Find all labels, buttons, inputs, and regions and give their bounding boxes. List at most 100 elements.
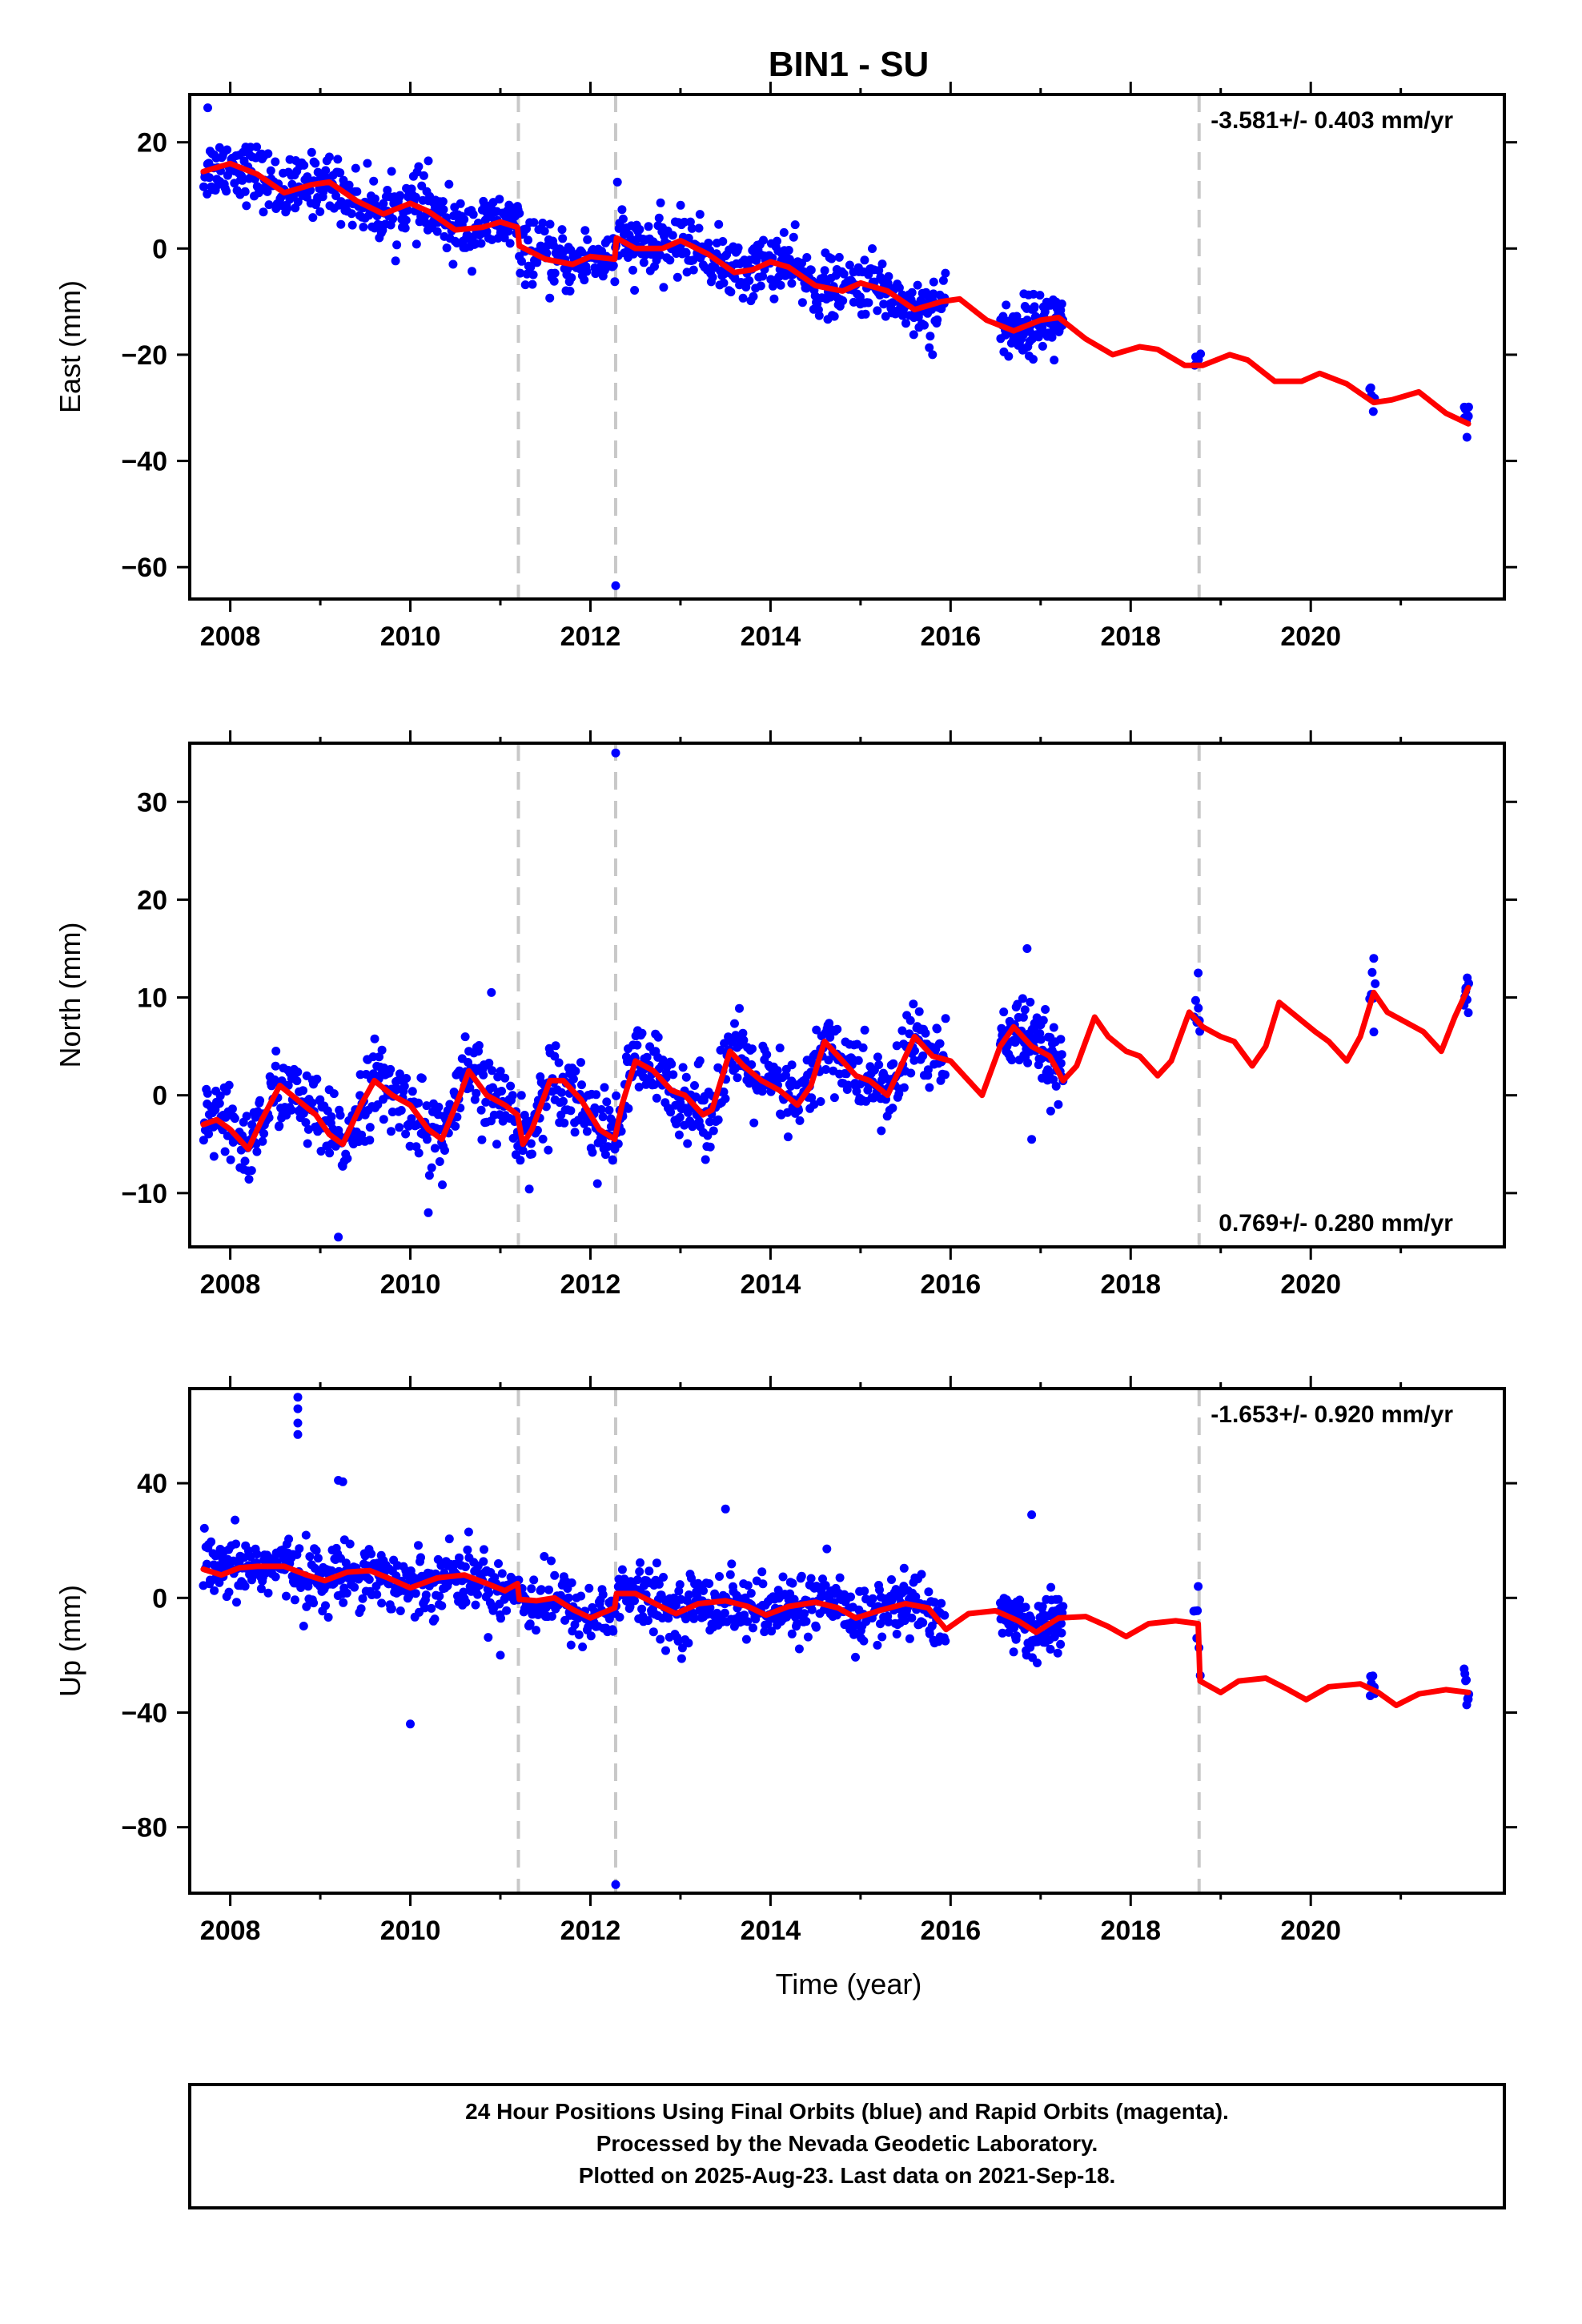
observation-point — [644, 1616, 652, 1626]
observation-point — [244, 1175, 254, 1184]
observation-point — [708, 272, 717, 282]
observation-point — [515, 208, 524, 218]
observation-point — [929, 277, 938, 287]
outlier-point — [496, 1651, 505, 1660]
observation-point — [787, 279, 797, 288]
observation-point — [814, 311, 824, 320]
observation-point — [516, 1156, 525, 1165]
observation-point — [224, 1587, 234, 1597]
observation-point — [574, 1630, 584, 1639]
observation-point — [899, 1563, 909, 1573]
observation-point — [1464, 1008, 1473, 1018]
panel-frame — [188, 93, 1506, 601]
rate-label: 0.769+/- 0.280 mm/yr — [1219, 1210, 1453, 1236]
observation-point — [685, 1590, 693, 1599]
observation-point — [230, 1114, 239, 1124]
observation-point — [797, 298, 807, 308]
observation-point — [1056, 1639, 1066, 1649]
observation-point — [416, 1553, 425, 1562]
observation-point — [860, 255, 869, 265]
observation-point — [648, 1627, 658, 1637]
observation-point — [331, 191, 341, 200]
observation-point — [292, 1076, 302, 1086]
observation-point — [342, 1588, 351, 1598]
observation-point — [365, 1136, 375, 1145]
y-tick-label: −40 — [121, 447, 167, 477]
observation-point — [636, 1558, 644, 1567]
observation-point — [637, 1604, 647, 1614]
observation-point — [690, 1081, 699, 1090]
observation-point — [571, 1067, 580, 1076]
observation-point — [671, 1600, 681, 1610]
observation-point — [639, 258, 648, 267]
observation-point — [1046, 1106, 1055, 1116]
observation-point — [873, 1052, 882, 1062]
observation-point — [290, 1595, 299, 1605]
observation-point — [209, 1152, 219, 1161]
observation-point — [299, 1622, 308, 1630]
observation-point — [900, 1616, 909, 1626]
observation-point — [887, 1575, 896, 1584]
observation-point — [375, 1577, 385, 1586]
observation-point — [608, 261, 618, 271]
observation-point — [570, 1620, 580, 1630]
observation-point — [748, 1044, 757, 1054]
observation-point — [576, 1058, 585, 1068]
observation-point — [432, 227, 442, 236]
observation-point — [566, 1640, 576, 1650]
observation-point — [667, 1059, 677, 1069]
observation-point — [427, 1603, 436, 1613]
observation-point — [1464, 402, 1473, 412]
observation-point — [500, 233, 509, 243]
observation-point — [889, 1059, 898, 1068]
y-tick-label: −20 — [121, 340, 167, 371]
observation-point — [238, 175, 247, 185]
observation-point — [894, 283, 904, 292]
observation-point — [661, 1646, 670, 1655]
observation-point — [860, 1586, 869, 1596]
observation-point — [379, 1115, 388, 1124]
observation-point — [807, 1093, 817, 1103]
x-tick-label: 2020 — [1280, 621, 1341, 652]
x-tick-label: 2014 — [741, 621, 801, 652]
observation-points — [199, 103, 1473, 590]
observation-point — [937, 1598, 946, 1608]
observation-point — [1057, 1628, 1066, 1638]
observation-point — [669, 1593, 679, 1602]
observation-point — [632, 1040, 642, 1050]
observation-point — [642, 1052, 652, 1062]
observation-point — [608, 1156, 617, 1165]
observation-point — [343, 1154, 352, 1164]
outlier-point — [293, 1418, 303, 1428]
outlier-point — [1194, 1582, 1203, 1591]
observation-point — [1058, 1602, 1068, 1611]
observation-point — [630, 286, 640, 295]
observation-point — [913, 280, 922, 290]
observation-point — [554, 1058, 564, 1068]
observation-point — [940, 1610, 950, 1620]
observation-point — [716, 1045, 725, 1055]
observation-point — [500, 1073, 510, 1083]
observation-point — [684, 1638, 693, 1648]
y-axis-label: Up (mm) — [54, 1585, 86, 1697]
observation-point — [825, 1032, 835, 1042]
observation-point — [550, 1570, 560, 1580]
observation-point — [844, 1080, 853, 1090]
observation-point — [577, 247, 587, 257]
observation-point — [721, 1094, 730, 1104]
observation-point — [420, 1603, 429, 1613]
observation-point — [532, 1626, 540, 1635]
observation-point — [694, 223, 704, 233]
observation-point — [925, 1083, 934, 1092]
observation-point — [674, 1130, 684, 1140]
observation-point — [1369, 1027, 1379, 1037]
observation-point — [414, 1541, 423, 1550]
observation-point — [909, 330, 918, 340]
observation-point — [746, 1589, 756, 1598]
observation-point — [630, 1596, 639, 1606]
rate-label: -1.653+/- 0.920 mm/yr — [1211, 1401, 1453, 1428]
observation-point — [578, 1642, 588, 1651]
observation-point — [941, 268, 950, 278]
observation-point — [423, 1135, 432, 1144]
x-axis-label: Time (year) — [776, 1968, 922, 2000]
